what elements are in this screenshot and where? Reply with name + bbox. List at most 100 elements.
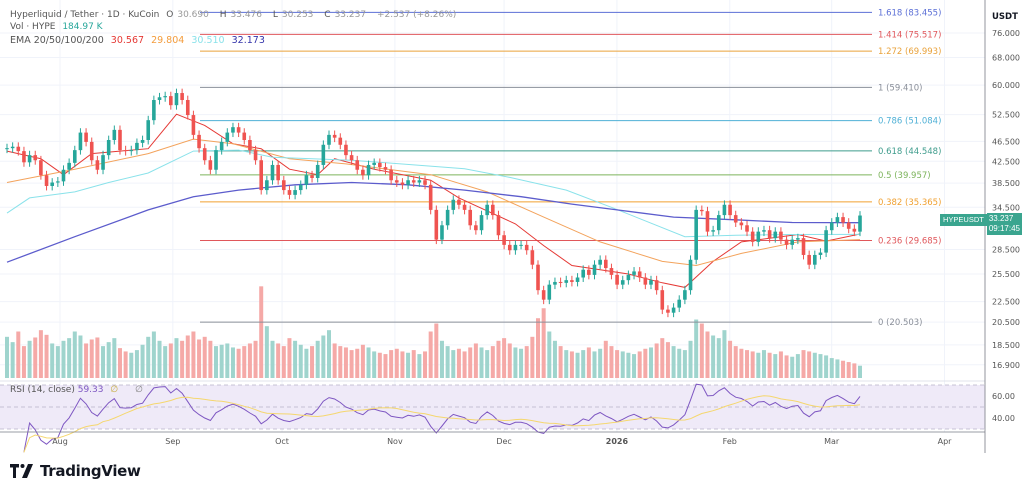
volume-bar [648, 347, 653, 378]
volume-bar [434, 323, 439, 378]
candle-body [259, 160, 264, 191]
candle-body [750, 231, 755, 242]
volume-bar [219, 344, 224, 378]
volume-bar [242, 346, 247, 378]
volume-bar [117, 348, 122, 378]
price-tick-label: 42.500 [992, 157, 1020, 166]
volume-bar [338, 346, 343, 378]
candle [349, 150, 354, 165]
volume-bar [112, 338, 117, 378]
candle-body [89, 141, 94, 161]
candle-body [428, 184, 433, 210]
volume-bar [490, 346, 495, 378]
candle-body [27, 155, 32, 163]
volume-bar [208, 340, 213, 378]
rsi-legend: RSI (14, close) 59.33 ∅ ∅ [10, 385, 143, 395]
candle-body [135, 142, 139, 151]
volume-bar [829, 358, 834, 378]
candle [852, 224, 857, 237]
candle [282, 175, 286, 195]
candle-body [852, 228, 857, 232]
candle [72, 145, 77, 168]
candle-body [355, 160, 360, 170]
candle [259, 155, 264, 195]
candle [22, 146, 26, 167]
candle [445, 205, 450, 230]
rsi-tick-label: 40.00 [992, 414, 1015, 423]
candle [491, 200, 495, 220]
volume-bar [16, 331, 21, 378]
volume-bar [67, 338, 72, 378]
volume-bar [682, 350, 687, 378]
candle [671, 303, 676, 318]
volume-bar [575, 352, 580, 378]
tradingview-logo[interactable]: TradingView [10, 462, 141, 480]
candle [372, 158, 376, 170]
candle-body [581, 269, 585, 278]
volume-bar [394, 348, 399, 378]
candle [502, 230, 506, 250]
volume-bar [677, 348, 682, 378]
candle [762, 225, 766, 237]
candle-body [84, 132, 88, 142]
candle-body [349, 155, 354, 161]
candle-body [457, 199, 461, 205]
fib-label-1.414: 1.414 (75.517) [878, 30, 941, 40]
volume-bar [202, 336, 207, 378]
volume-bar [835, 359, 840, 378]
candle [338, 133, 343, 150]
candle [813, 250, 817, 270]
candle-body [50, 182, 54, 186]
candle-body [202, 148, 207, 161]
candle [78, 128, 83, 155]
ema-legend: EMA 20/50/100/200 30.567 29.804 30.510 3… [10, 35, 269, 46]
candle-body [118, 129, 122, 151]
candle [33, 150, 38, 165]
price-tag-price: 33.237 [988, 214, 1014, 223]
volume-bar [157, 340, 162, 378]
candle [202, 143, 207, 165]
volume-bar [106, 342, 111, 378]
candle [157, 92, 162, 105]
candle [118, 125, 122, 155]
candle [801, 233, 806, 260]
candle-body [406, 180, 410, 185]
candle [174, 88, 179, 110]
volume-bar [355, 348, 360, 378]
candle-body [575, 277, 580, 282]
volume-bar [598, 348, 603, 378]
candle [592, 260, 597, 280]
volume-bar [253, 340, 258, 378]
candle [16, 142, 21, 156]
candle-body [711, 230, 715, 232]
candle [750, 227, 755, 247]
volume-bar [423, 351, 428, 378]
candle [106, 135, 111, 160]
candle-body [225, 132, 230, 142]
candle-body [564, 280, 569, 283]
candle [846, 218, 851, 234]
candle [779, 227, 783, 245]
candle [236, 122, 241, 138]
volume-bar [411, 350, 416, 378]
candle-body [5, 148, 9, 150]
candle-body [417, 180, 422, 183]
candle-body [705, 211, 710, 232]
candle-body [304, 175, 309, 185]
candle [485, 200, 489, 220]
rsi-ma-value: ∅ [110, 385, 119, 395]
candle [304, 170, 309, 190]
candle [711, 225, 715, 237]
candle [479, 210, 484, 235]
volume-bar [609, 346, 614, 378]
candle [575, 273, 580, 287]
candle [61, 165, 66, 186]
price-tick-label: 46.500 [992, 137, 1020, 146]
volume-bar [846, 362, 851, 378]
volume-bar [270, 340, 275, 378]
candle [637, 267, 642, 282]
candle-body [276, 164, 280, 181]
candle-body [10, 146, 15, 149]
candle-body [169, 96, 173, 106]
